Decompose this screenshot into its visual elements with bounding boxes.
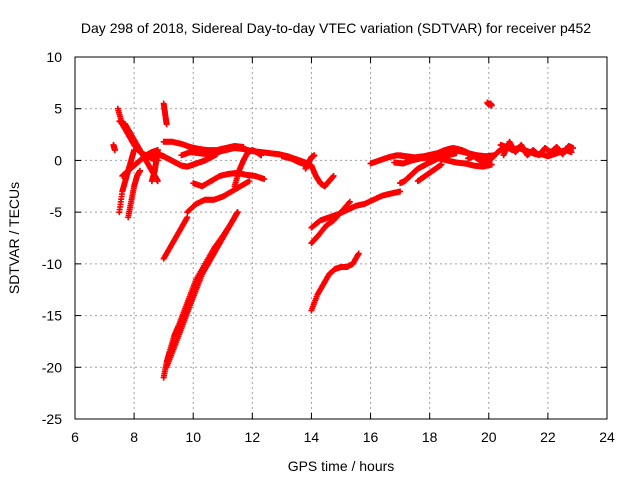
data-point — [346, 198, 353, 205]
series-arc-17 — [163, 209, 241, 371]
y-tick-label: -20 — [42, 359, 62, 375]
data-point — [488, 102, 495, 109]
series-arc-21 — [308, 188, 404, 231]
x-tick-label: 16 — [363, 429, 379, 445]
data-point — [246, 178, 253, 185]
data-point — [438, 161, 445, 168]
y-tick-label: -5 — [50, 204, 63, 220]
data-point — [163, 121, 170, 128]
x-tick-label: 22 — [540, 429, 556, 445]
series-arc-20 — [308, 162, 337, 190]
series-arc-8 — [160, 100, 170, 128]
x-tick-label: 18 — [422, 429, 438, 445]
x-tick-label: 8 — [130, 429, 138, 445]
series-arc-32 — [500, 138, 577, 159]
y-tick-label: 0 — [54, 152, 62, 168]
series-arc-22 — [308, 198, 353, 247]
data-point — [234, 209, 241, 216]
series-arc-12 — [160, 214, 191, 262]
data-point — [330, 172, 337, 179]
x-tick-label: 10 — [185, 429, 201, 445]
series-arc-5 — [125, 167, 144, 221]
data-point — [355, 250, 362, 257]
series-arc-30 — [484, 99, 495, 109]
grid — [75, 57, 607, 419]
series-arc-23 — [308, 250, 362, 314]
series-arc-15 — [231, 147, 265, 190]
x-axis-label: GPS time / hours — [288, 458, 395, 474]
chart-title: Day 298 of 2018, Sidereal Day-to-day VTE… — [81, 20, 591, 36]
data-point — [184, 214, 191, 221]
series-arc-1 — [110, 141, 118, 154]
x-tick-label: 6 — [71, 429, 79, 445]
data-point — [137, 167, 144, 174]
data-point — [154, 147, 161, 154]
data-point — [261, 176, 268, 183]
series-arc-27 — [397, 150, 460, 187]
data-point — [311, 152, 318, 159]
data-point — [154, 178, 161, 185]
y-tick-label: -25 — [42, 411, 62, 427]
y-tick-label: 5 — [54, 101, 62, 117]
y-tick-label: -15 — [42, 308, 62, 324]
y-tick-label: 10 — [46, 49, 62, 65]
series-arc-18 — [278, 153, 312, 169]
x-tick-label: 20 — [481, 429, 497, 445]
data-point — [488, 161, 495, 168]
data-point — [397, 188, 404, 195]
data-point — [111, 147, 118, 154]
x-tick-label: 24 — [599, 429, 615, 445]
data-point — [131, 147, 138, 154]
series-arc-29 — [465, 145, 507, 167]
x-tick-label: 12 — [245, 429, 261, 445]
data-point — [570, 145, 577, 152]
series-arc-19 — [302, 152, 318, 172]
plot-frame — [74, 56, 608, 420]
data-point — [453, 150, 460, 157]
x-tick-label: 14 — [304, 429, 320, 445]
data-point — [258, 152, 265, 159]
y-axis-label: SDTVAR / TECUs — [6, 182, 22, 294]
series-arc-13 — [184, 178, 253, 216]
data-points — [110, 99, 577, 381]
y-tick-label: -10 — [42, 256, 62, 272]
series-arc-14 — [190, 169, 268, 190]
axis-ticks: 6 8 10 12 14 16 18 20 22 24 10 5 0 -5 -10 -15 -20 -25 — [42, 49, 615, 445]
series-arc-28 — [414, 161, 445, 185]
